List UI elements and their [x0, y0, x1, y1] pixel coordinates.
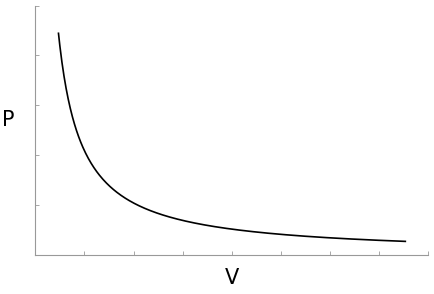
Y-axis label: P: P [2, 111, 14, 131]
X-axis label: V: V [225, 268, 239, 288]
